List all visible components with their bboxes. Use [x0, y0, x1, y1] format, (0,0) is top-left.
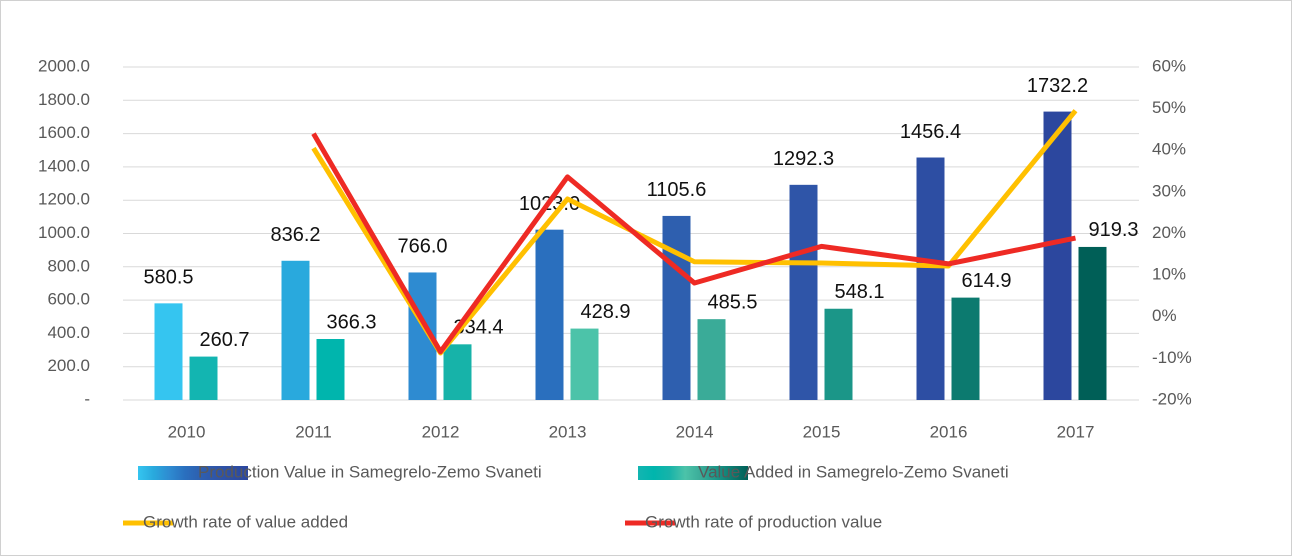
x-tick-label: 2010 [168, 422, 206, 441]
x-tick-label: 2016 [930, 422, 968, 441]
bar [951, 297, 980, 400]
x-tick-label: 2013 [549, 422, 587, 441]
bar [697, 319, 726, 400]
data-label: 766.0 [397, 236, 447, 258]
y-tick-label: 1400.0 [38, 156, 90, 175]
x-tick-label: 2017 [1057, 422, 1095, 441]
legend-label: Production Value in Samegrelo-Zemo Svane… [198, 462, 542, 481]
y-tick-label: 1600.0 [38, 123, 90, 142]
bar [916, 157, 945, 400]
bar [281, 260, 310, 400]
bar [824, 308, 853, 400]
x-tick-label: 2012 [422, 422, 460, 441]
bar [189, 356, 218, 400]
y2-tick-label: 10% [1152, 265, 1186, 284]
y2-tick-label: 20% [1152, 223, 1186, 242]
y-tick-label: - [84, 389, 90, 408]
y-tick-label: 400.0 [47, 323, 90, 342]
y-tick-label: 800.0 [47, 256, 90, 275]
line [311, 132, 1076, 355]
y-tick-label: 1200.0 [38, 190, 90, 209]
y2-tick-label: 30% [1152, 181, 1186, 200]
data-label: 580.5 [143, 267, 193, 289]
y2-tick-label: 60% [1152, 56, 1186, 75]
y2-tick-label: 0% [1152, 306, 1177, 325]
y2-tick-label: 50% [1152, 98, 1186, 117]
y2-tick-label: -20% [1152, 389, 1192, 408]
bar [316, 339, 345, 400]
bar [570, 328, 599, 400]
bar [662, 215, 691, 400]
legend-label: Value Added in Samegrelo-Zemo Svaneti [698, 462, 1009, 481]
bar [154, 303, 183, 400]
data-label: 366.3 [326, 311, 376, 333]
bar [789, 184, 818, 400]
data-label: 1732.2 [1027, 75, 1088, 97]
y-tick-label: 600.0 [47, 290, 90, 309]
bar [1078, 246, 1107, 400]
y-tick-label: 200.0 [47, 356, 90, 375]
data-label: 1105.6 [647, 179, 707, 201]
data-label: 836.2 [270, 224, 320, 246]
data-label: 485.5 [707, 291, 757, 313]
x-tick-label: 2015 [803, 422, 841, 441]
legend-swatch [138, 466, 248, 480]
bar [443, 344, 472, 400]
legend-label: Growth rate of value added [143, 512, 348, 531]
data-label: 1456.4 [900, 121, 961, 143]
data-label: 548.1 [834, 281, 884, 303]
bar [535, 229, 564, 400]
y-tick-label: 2000.0 [38, 56, 90, 75]
data-label: 1292.3 [773, 148, 834, 170]
y2-tick-label: 40% [1152, 140, 1186, 159]
data-label: 260.7 [199, 329, 249, 351]
y2-tick-label: -10% [1152, 348, 1192, 367]
legend-swatch [638, 466, 748, 480]
data-label: 428.9 [580, 301, 630, 323]
y-tick-label: 1000.0 [38, 223, 90, 242]
x-tick-label: 2011 [295, 422, 332, 441]
y-tick-label: 1800.0 [38, 90, 90, 109]
legend-label: Growth rate of production value [645, 512, 882, 531]
data-label: 614.9 [961, 270, 1011, 292]
x-tick-label: 2014 [676, 422, 714, 441]
bar [1043, 111, 1072, 401]
data-label: 919.3 [1088, 219, 1138, 241]
